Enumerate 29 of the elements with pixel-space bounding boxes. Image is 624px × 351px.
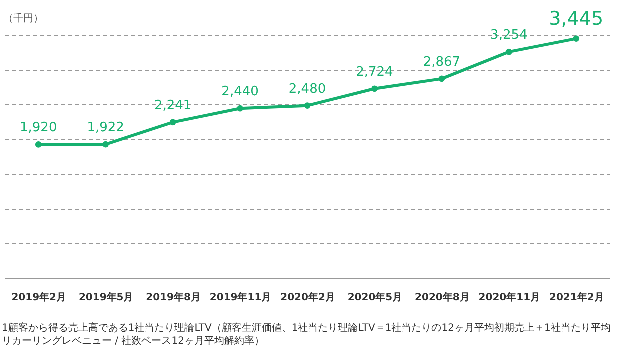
x-tick-label: 2019年11月 [210,292,272,304]
point [35,142,42,148]
data-label: 2,867 [423,54,461,70]
x-tick-label: 2019年2月 [12,292,67,304]
x-tick-label: 2020年2月 [280,292,336,304]
data-label: 2,241 [154,98,192,114]
data-label: 2,480 [288,82,326,97]
data-label: 1,920 [20,120,58,136]
data-label: 3,445 [549,8,604,30]
data-label: 3,254 [490,28,528,44]
point [237,105,244,112]
x-tick-label: 2020年5月 [348,292,403,304]
data-label: 1,922 [87,120,124,136]
point [573,36,580,42]
data-label: 2,440 [222,84,259,100]
y-axis-title: （千円） [4,12,44,24]
point [506,48,512,56]
x-tick-label: 2020年8月 [415,292,470,304]
data-label: 2,724 [356,64,394,80]
point [170,119,176,126]
x-tick-label: 2019年8月 [146,292,201,304]
x-tick-label: 2019年5月 [78,292,134,304]
point [102,141,109,148]
point [304,102,311,109]
point [438,76,446,82]
x-tick-label: 2020年11月 [478,292,541,304]
x-tick-label: 2021年2月 [549,292,604,304]
point [372,86,378,92]
text: 1顧客から得る売上高である1社当たり理論LTV（顧客生涯価値、1社当たり理論LTV＝1社当たりの12ヶ月平均初期売上＋1社当たり平均リカーリングレベニュー / 社数ベース12ヶ月平均解約率） [2,322,611,347]
